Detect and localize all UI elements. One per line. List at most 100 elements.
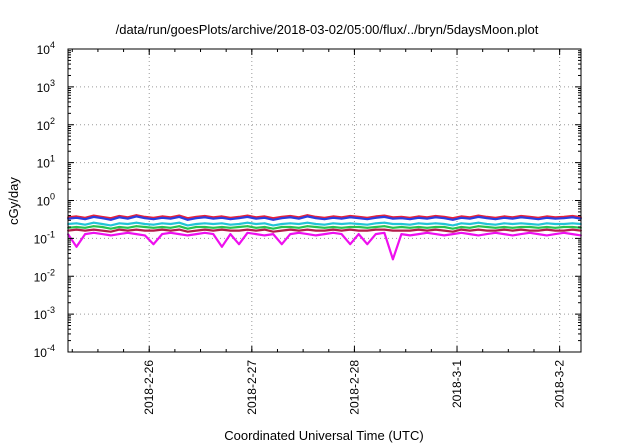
data-point — [469, 217, 471, 220]
data-point — [144, 234, 146, 237]
data-point — [417, 216, 420, 219]
data-point — [126, 231, 129, 234]
data-point — [118, 216, 121, 219]
data-point — [229, 233, 232, 236]
y-tick-label: 100 — [37, 192, 55, 209]
data-point — [144, 223, 146, 225]
data-point — [221, 216, 223, 219]
data-point — [443, 226, 446, 228]
data-point — [349, 228, 352, 231]
data-point — [280, 217, 283, 220]
data-point — [126, 223, 129, 225]
data-point — [528, 226, 531, 228]
data-point — [178, 233, 181, 236]
data-point — [434, 216, 437, 219]
data-point — [84, 223, 86, 226]
data-point — [280, 243, 283, 246]
data-point — [221, 228, 223, 231]
data-point — [246, 221, 249, 224]
data-point — [417, 222, 420, 225]
data-point — [374, 216, 377, 219]
data-point — [554, 226, 557, 229]
data-point — [229, 229, 232, 232]
data-point — [417, 228, 420, 231]
data-point — [195, 233, 198, 236]
x-tick-label: 2018-3-2 — [553, 360, 567, 408]
data-point — [186, 224, 189, 227]
data-point — [520, 228, 522, 231]
data-point — [563, 231, 565, 234]
data-point — [520, 216, 522, 219]
data-point — [451, 227, 454, 230]
data-point — [443, 217, 446, 220]
series-4 — [67, 228, 582, 233]
data-point — [195, 223, 198, 225]
series-2 — [67, 221, 582, 227]
data-point — [434, 226, 437, 228]
data-point — [255, 226, 257, 229]
data-point — [289, 233, 292, 236]
y-tick-label: 10-1 — [34, 229, 55, 246]
data-point — [383, 228, 386, 231]
data-point — [212, 229, 215, 232]
data-point — [135, 225, 138, 228]
data-point — [161, 226, 164, 228]
y-tick-label: 10-3 — [34, 305, 55, 322]
data-point — [400, 233, 403, 236]
data-point — [340, 233, 343, 236]
data-point — [520, 222, 522, 225]
data-point — [92, 216, 95, 218]
data-point — [503, 216, 505, 219]
data-point — [537, 223, 540, 226]
data-point — [563, 223, 565, 225]
data-point — [511, 226, 514, 229]
data-point — [374, 222, 377, 225]
series-layer — [67, 214, 582, 261]
data-point — [289, 228, 292, 231]
data-point — [178, 228, 181, 231]
data-point — [101, 229, 104, 232]
data-point — [374, 233, 377, 236]
x-tick-label: 2018-2-28 — [347, 360, 361, 415]
data-point — [289, 222, 292, 225]
data-point — [571, 226, 574, 228]
data-point — [298, 229, 300, 232]
data-point — [255, 217, 257, 220]
data-point — [366, 223, 369, 226]
data-point — [263, 226, 266, 228]
data-point — [511, 234, 514, 237]
data-point — [263, 216, 266, 219]
data-point — [118, 228, 121, 231]
data-point — [349, 226, 352, 228]
data-point — [178, 221, 181, 224]
data-point — [349, 222, 352, 225]
data-point — [263, 234, 266, 237]
data-point — [169, 226, 172, 229]
data-point — [195, 229, 198, 232]
data-point — [246, 225, 249, 228]
data-point — [357, 226, 360, 228]
data-point — [315, 234, 317, 237]
data-point — [528, 217, 531, 220]
data-point — [366, 243, 369, 246]
data-point — [306, 225, 309, 228]
data-point — [101, 217, 104, 220]
data-point — [528, 229, 531, 232]
data-point — [255, 223, 257, 225]
data-point — [186, 218, 189, 221]
data-point — [332, 231, 334, 234]
data-point — [101, 226, 104, 228]
data-point — [357, 233, 360, 236]
data-point — [101, 223, 104, 225]
data-point — [238, 243, 240, 246]
data-point — [477, 225, 480, 228]
data-point — [460, 228, 463, 231]
data-point — [212, 217, 215, 220]
data-point — [469, 223, 471, 225]
data-point — [238, 217, 240, 220]
data-point — [511, 229, 514, 232]
data-point — [126, 217, 129, 220]
data-point — [520, 233, 522, 236]
data-point — [169, 217, 172, 220]
